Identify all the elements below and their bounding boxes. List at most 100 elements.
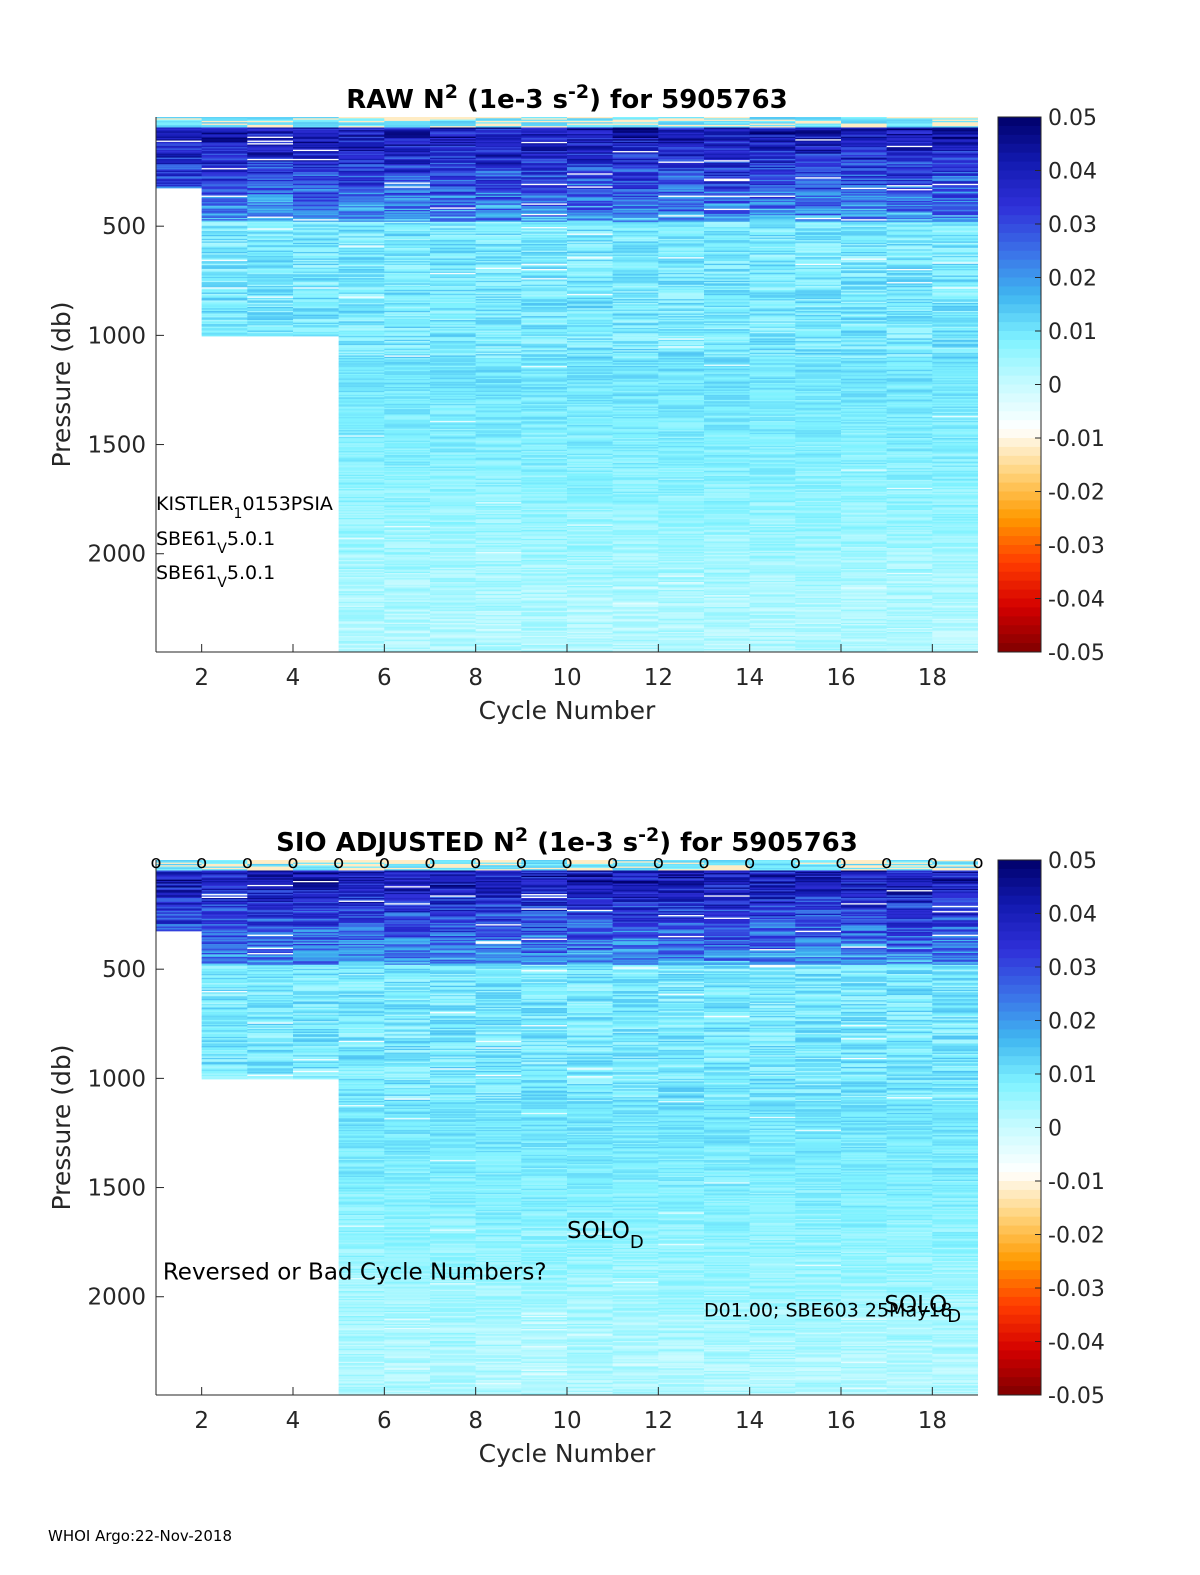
profile-column <box>704 117 751 652</box>
x-tick-label: 4 <box>286 665 301 691</box>
colorbar-segment <box>998 1020 1041 1030</box>
colorbar-segment <box>998 1314 1041 1325</box>
colorbar-segment <box>998 1002 1041 1013</box>
cycle-marker: o <box>242 852 253 873</box>
profile-column <box>201 117 248 337</box>
colorbar-segment <box>998 1189 1041 1200</box>
colorbar-segment <box>998 607 1041 617</box>
colorbar-segment <box>998 455 1041 466</box>
profile-column <box>475 860 522 1395</box>
colorbar-segment <box>998 1181 1041 1191</box>
colorbar-segment <box>998 1332 1041 1342</box>
cycle-marker: o <box>561 852 572 873</box>
colorbar-segment <box>998 895 1041 906</box>
colorbar-segment <box>998 339 1041 350</box>
cycle-marker: o <box>790 852 801 873</box>
colorbar-segment <box>998 402 1041 412</box>
colorbar-segment <box>998 562 1041 573</box>
colorbar-segment <box>998 580 1041 591</box>
colorbar-segment <box>998 420 1041 430</box>
colorbar-segment <box>998 1207 1041 1218</box>
cycle-marker: o <box>333 852 344 873</box>
colorbar-segment <box>998 295 1041 305</box>
colorbar-segment <box>998 170 1041 180</box>
profile-column <box>293 860 340 1080</box>
colorbar-segment <box>998 215 1041 225</box>
colorbar-segment <box>998 975 1041 986</box>
colorbar-segment <box>998 1154 1041 1164</box>
profile-column <box>841 117 888 652</box>
colorbar-segment <box>998 1011 1041 1021</box>
colorbar-segment <box>998 625 1041 635</box>
colorbar-tick-label: 0.01 <box>1048 320 1097 345</box>
colorbar-segment <box>998 1136 1041 1146</box>
cycle-marker: o <box>744 852 755 873</box>
footer-text: WHOI Argo:22-Nov-2018 <box>48 1527 232 1545</box>
profile-column <box>932 860 978 1395</box>
profile-column <box>338 860 385 1395</box>
cycle-marker: o <box>881 852 892 873</box>
profile-column <box>521 860 568 1395</box>
cycle-marker: o <box>470 852 481 873</box>
chart-panel-2: 2 4 6 8 10 12 14 16 18 500 1000 1500 2000 Cycle Numbe… <box>47 824 1105 1468</box>
colorbar-segment <box>998 322 1041 332</box>
chart-panel-1: 2 4 6 8 10 12 14 16 18 500 1000 1500 2000 Cycle Numbe… <box>47 81 1105 725</box>
colorbar-segment <box>998 1243 1041 1253</box>
colorbar-segment <box>998 598 1041 608</box>
colorbar-segment <box>998 958 1041 968</box>
colorbar-segment <box>998 464 1041 475</box>
colorbar-segment <box>998 931 1041 941</box>
profile-column <box>156 117 203 189</box>
colorbar-segment <box>998 206 1041 216</box>
colorbar-segment <box>998 616 1041 626</box>
chart-title: RAW N2 (1e-3 s-2) for 5905763 <box>346 81 788 115</box>
x-tick-label: 18 <box>918 1408 947 1434</box>
colorbar-tick-label: 0.01 <box>1048 1063 1097 1088</box>
colorbar-tick-label: -0.02 <box>1048 481 1105 506</box>
profile-column <box>384 860 431 1395</box>
colorbar-segment <box>998 984 1041 995</box>
profile-column <box>612 117 659 652</box>
colorbar-segment <box>998 589 1041 599</box>
y-axis-label: Pressure (db) <box>47 302 76 468</box>
x-tick-label: 16 <box>826 1408 855 1434</box>
colorbar-segment <box>998 1118 1041 1128</box>
cycle-marker: o <box>835 852 846 873</box>
cycle-marker: o <box>653 852 664 873</box>
colorbar-segment <box>998 1386 1041 1396</box>
colorbar-segment <box>998 949 1041 959</box>
colorbar-segment <box>998 553 1041 564</box>
colorbar-segment <box>998 1127 1041 1137</box>
colorbar-segment <box>998 1377 1041 1387</box>
colorbar-segment <box>998 1198 1041 1209</box>
colorbar-tick-label: -0.05 <box>1048 1384 1105 1409</box>
colorbar-segment <box>998 482 1041 492</box>
colorbar-segment <box>998 904 1041 914</box>
colorbar-segment <box>998 860 1041 870</box>
colorbar-tick-label: 0.03 <box>1048 213 1097 238</box>
colorbar-segment <box>998 1270 1041 1280</box>
profile-column <box>247 117 294 337</box>
x-tick-label: 10 <box>552 1408 581 1434</box>
profile-column <box>293 117 340 337</box>
profile-column <box>749 860 796 1395</box>
profile-column <box>201 860 248 1080</box>
x-tick-label: 10 <box>552 665 581 691</box>
profile-column <box>247 860 294 1080</box>
colorbar-tick-label: -0.04 <box>1048 588 1105 613</box>
colorbar-segment <box>998 384 1041 394</box>
colorbar-segment <box>998 1100 1041 1111</box>
heatmap-area <box>156 117 978 652</box>
colorbar: 0.05 0.04 0.03 0.02 0.01 0 -0.01 -0.02 -0.03 -0.0… <box>997 106 1105 666</box>
colorbar-tick-label: 0.02 <box>1048 267 1097 292</box>
colorbar-segment <box>998 886 1041 897</box>
y-tick-label: 1500 <box>87 1176 146 1202</box>
colorbar-segment <box>998 509 1041 519</box>
sensor-annotation: SBE61V5.0.1 <box>156 528 275 557</box>
colorbar-segment <box>998 429 1041 439</box>
colorbar-segment <box>998 877 1041 888</box>
colorbar-segment <box>998 259 1041 270</box>
colorbar-segment <box>998 868 1041 879</box>
colorbar-segment <box>998 536 1041 546</box>
colorbar-segment <box>998 117 1041 127</box>
